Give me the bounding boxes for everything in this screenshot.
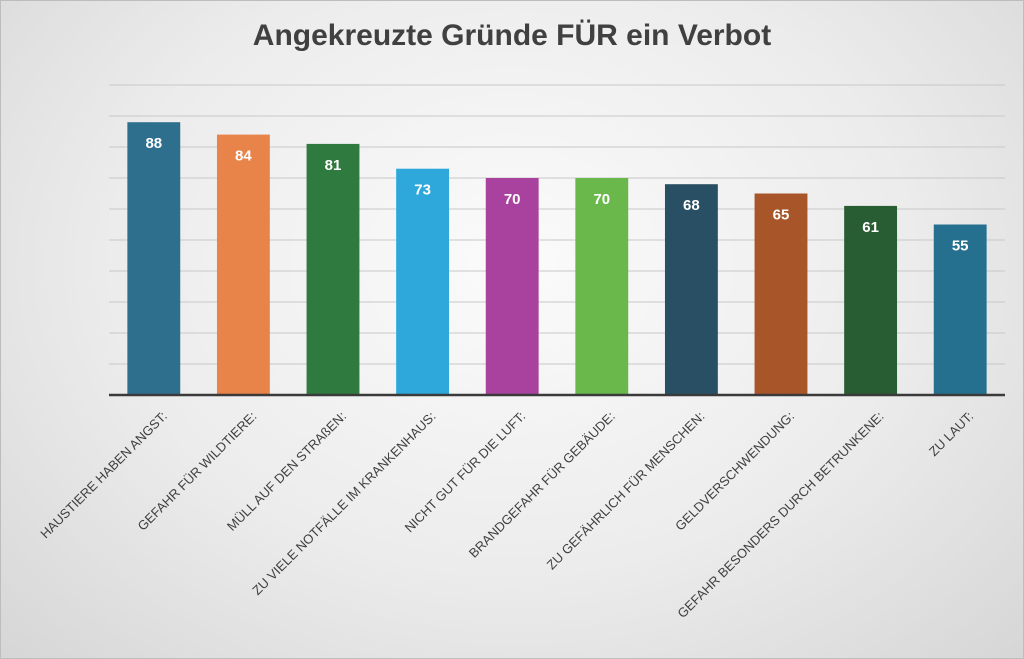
category-label: ZU LAUT: — [926, 409, 976, 459]
bar-series: 88 84 81 73 70 70 68 65 61 55 — [127, 122, 987, 395]
data-label: 81 — [325, 157, 342, 174]
category-label: ZU VIELE NOTFÄLLE IM KRANKENHAUS: — [249, 409, 438, 598]
data-label: 68 — [683, 197, 700, 214]
bar — [933, 224, 987, 395]
chart-title: Angekreuzte Gründe FÜR ein Verbot — [252, 19, 772, 52]
data-label: 61 — [862, 219, 879, 236]
bar — [306, 143, 360, 395]
bar — [127, 122, 181, 395]
data-label: 65 — [773, 207, 790, 224]
bar — [754, 193, 808, 395]
bar — [396, 168, 450, 395]
data-label: 88 — [145, 135, 162, 152]
bar — [664, 184, 718, 395]
data-label: 55 — [952, 238, 969, 255]
data-label: 84 — [235, 148, 252, 165]
bar — [216, 134, 270, 395]
data-label: 70 — [504, 191, 521, 208]
category-label: GEFAHR BESONDERS DURCH BETRUNKENE: — [674, 409, 886, 621]
category-label: ZU GEFÄHRLICH FÜR MENSCHEN: — [544, 409, 708, 573]
bar — [575, 178, 629, 395]
data-label: 70 — [593, 191, 610, 208]
category-labels: HAUSTIERE HABEN ANGST:GEFAHR FÜR WILDTIE… — [37, 409, 976, 621]
bar — [485, 178, 539, 395]
category-label: BRANDGEFAHR FÜR GEBÄUDE: — [466, 409, 618, 561]
bar — [844, 205, 898, 395]
data-label: 73 — [414, 182, 431, 199]
